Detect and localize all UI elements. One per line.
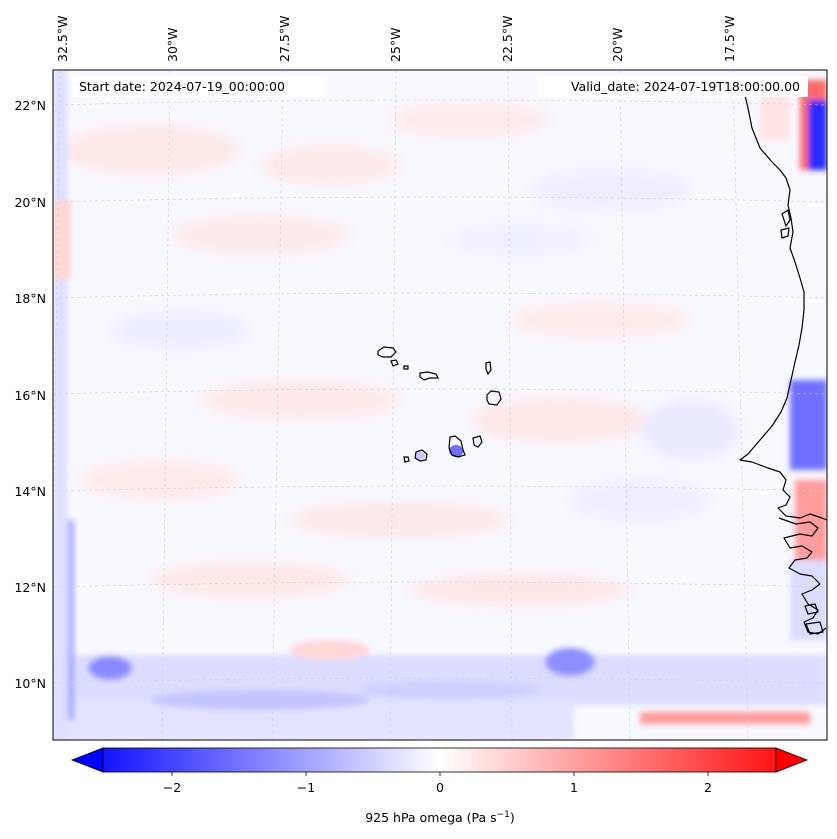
lon-label: 20°W (610, 27, 625, 62)
valid-date-box (538, 76, 808, 97)
omega-patches (60, 102, 740, 606)
lon-label: 30°W (165, 27, 180, 62)
valid-date-label: Valid_date: 2024-07-19T18:00:00.00 (571, 79, 800, 94)
colorbar-ticks (171, 772, 709, 776)
colorbar-extend-max (775, 747, 809, 773)
lon-label: 32.5°W (55, 16, 70, 62)
colorbar-label-close: ) (510, 810, 515, 825)
colorbar-label: 925 hPa omega (Pa s−1) (365, 810, 515, 825)
map-frame (52, 69, 828, 741)
colorbar: −2 −1 0 1 2 925 hPa omega (Pa s−1) (70, 747, 809, 825)
colorbar-tick-label: 2 (704, 780, 712, 795)
lon-label: 25°W (388, 27, 403, 62)
colorbar-tick-label: −2 (163, 780, 181, 795)
island-sao-nicolau (419, 371, 439, 381)
colorbar-tick-label: 1 (570, 780, 578, 795)
island-santa-luzia (403, 365, 409, 370)
island-sao-vicente (390, 359, 399, 367)
colorbar-tick-label: −1 (297, 780, 315, 795)
lon-label: 27.5°W (277, 16, 292, 62)
colorbar-label-main: 925 hPa omega (Pa s (365, 810, 496, 825)
african-coastline (739, 94, 827, 521)
lat-label: 14°N (14, 484, 46, 499)
southern-ascent-band (53, 640, 827, 740)
longitude-labels: 32.5°W 30°W 27.5°W 25°W 22.5°W 20°W 17.5… (55, 16, 737, 62)
lat-label: 18°N (14, 291, 46, 306)
lon-label: 17.5°W (722, 16, 737, 62)
start-date-label: Start date: 2024-07-19_00:00:00 (79, 79, 285, 94)
coastlines (739, 94, 827, 635)
lat-label: 12°N (14, 580, 46, 595)
cape-verde-islands (377, 346, 502, 463)
colorbar-extend-min (70, 747, 104, 773)
colorbar-gradient (102, 747, 777, 773)
island-maio (472, 435, 483, 448)
lat-label: 10°N (14, 676, 46, 691)
colorbar-label-exponent: −1 (497, 810, 510, 820)
island-features (415, 445, 463, 460)
omega-field (53, 70, 827, 740)
lat-label: 20°N (14, 195, 46, 210)
island-santiago (448, 435, 466, 458)
island-santo-antao (377, 346, 397, 358)
lat-label: 16°N (14, 388, 46, 403)
colorbar-tick-label: 0 (436, 780, 444, 795)
start-date-box (72, 76, 327, 97)
map-panel: Start date: 2024-07-19_00:00:00 Valid_da… (52, 69, 828, 741)
island-sal (485, 361, 492, 376)
island-fogo (414, 449, 428, 462)
island-brava (403, 456, 410, 463)
latitude-labels: 22°N 20°N 18°N 16°N 14°N 12°N 10°N (14, 98, 46, 691)
coastline-inlets (778, 517, 827, 635)
island-boa-vista (486, 390, 502, 406)
lat-label: 22°N (14, 98, 46, 113)
lon-label: 22.5°W (500, 16, 515, 62)
gridlines (53, 70, 827, 740)
